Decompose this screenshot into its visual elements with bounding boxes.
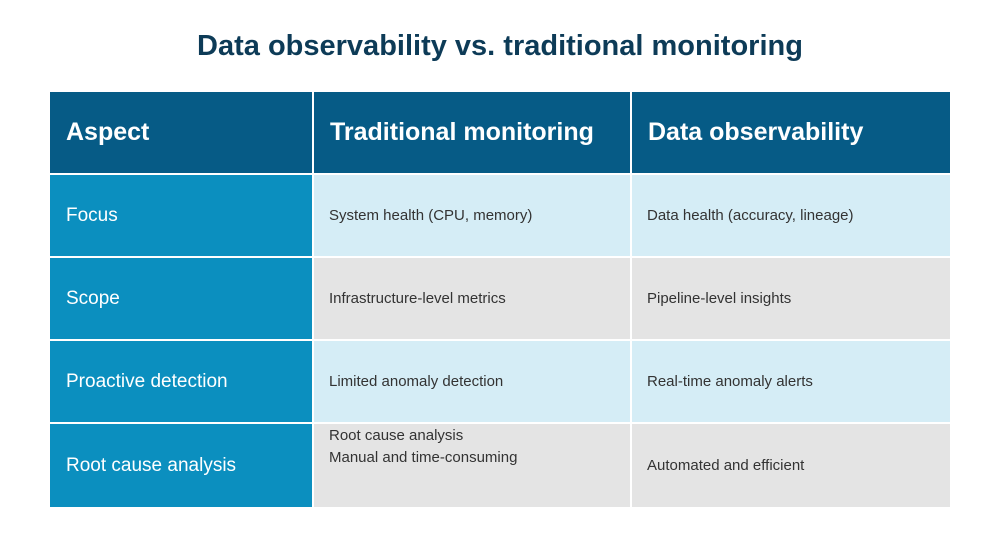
row-root-cause-analysis-traditional-line-1: Root cause analysis [329,427,464,444]
row-aspect-focus: Focus [50,175,314,258]
row-proactive-detection-traditional: Limited anomaly detection [314,341,632,424]
row-aspect-root-cause-analysis: Root cause analysis [50,424,314,507]
column-header-aspect: Aspect [50,92,314,175]
row-proactive-detection-observability: Real-time anomaly alerts [632,341,950,424]
row-scope-traditional: Infrastructure-level metrics [314,258,632,341]
row-focus-observability: Data health (accuracy, lineage) [632,175,950,258]
row-focus-traditional: System health (CPU, memory) [314,175,632,258]
comparison-table: Aspect Traditional monitoring Data obser… [50,92,950,507]
row-root-cause-analysis-observability: Automated and efficient [632,424,950,507]
page-title: Data observability vs. traditional monit… [197,30,803,62]
row-scope-observability: Pipeline-level insights [632,258,950,341]
row-root-cause-analysis-traditional: Root cause analysis Manual and time-cons… [314,424,632,507]
column-header-data-observability: Data observability [632,92,950,175]
row-aspect-scope: Scope [50,258,314,341]
row-aspect-proactive-detection: Proactive detection [50,341,314,424]
row-root-cause-analysis-traditional-line-2: Manual and time-consuming [329,449,518,466]
column-header-traditional-monitoring: Traditional monitoring [314,92,632,175]
